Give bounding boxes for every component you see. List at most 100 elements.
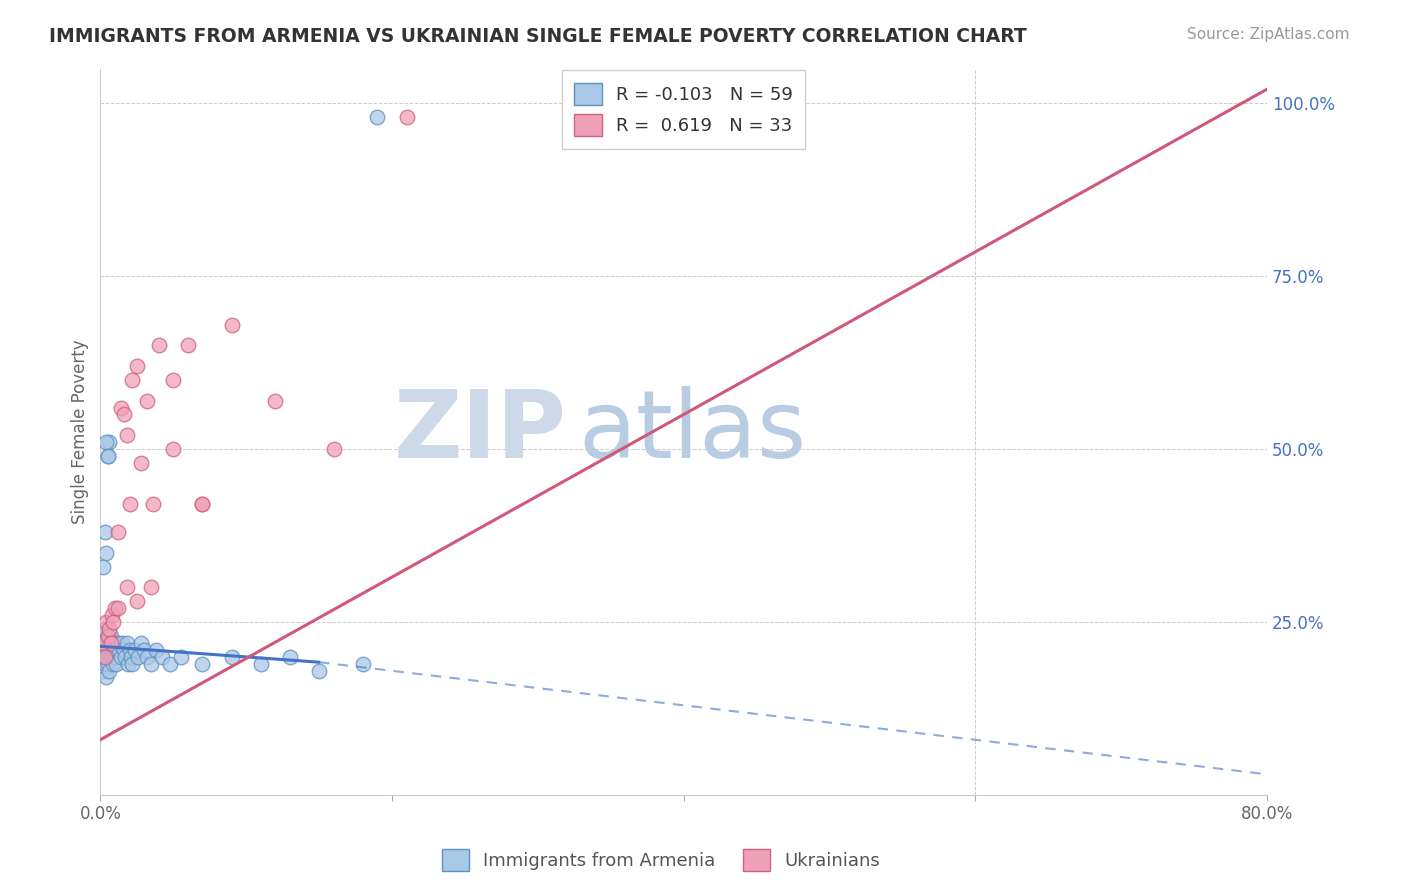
Point [112, 408, 135, 422]
Point [107, 525, 129, 540]
Point [249, 657, 271, 671]
Legend: R = -0.103   N = 59, R =  0.619   N = 33: R = -0.103 N = 59, R = 0.619 N = 33 [562, 70, 806, 149]
Point [98, 622, 121, 636]
Point [114, 649, 136, 664]
Point [90, 636, 112, 650]
Point [115, 636, 138, 650]
Point [93, 657, 115, 671]
Point [101, 608, 124, 623]
Point [98, 636, 121, 650]
Point [100, 629, 122, 643]
Point [105, 657, 128, 671]
Point [162, 373, 184, 387]
Point [96, 435, 118, 450]
Point [142, 498, 165, 512]
Point [124, 642, 146, 657]
Point [103, 657, 125, 671]
Point [100, 636, 122, 650]
Point [264, 393, 287, 408]
Point [322, 442, 344, 456]
Point [97, 642, 120, 657]
Point [118, 642, 141, 657]
Point [98, 664, 121, 678]
Point [96, 649, 118, 664]
Text: Source: ZipAtlas.com: Source: ZipAtlas.com [1187, 27, 1350, 42]
Point [93, 622, 115, 636]
Point [93, 636, 115, 650]
Point [191, 498, 214, 512]
Point [162, 442, 184, 456]
Point [115, 581, 138, 595]
Point [191, 498, 214, 512]
Point [221, 318, 243, 332]
Point [129, 636, 152, 650]
Point [96, 546, 118, 560]
Point [121, 657, 143, 671]
Point [104, 649, 127, 664]
Y-axis label: Single Female Poverty: Single Female Poverty [72, 340, 89, 524]
Point [97, 449, 120, 463]
Point [98, 435, 121, 450]
Point [352, 657, 374, 671]
Point [159, 657, 181, 671]
Point [110, 649, 132, 664]
Point [120, 649, 142, 664]
Point [91, 636, 114, 650]
Point [169, 649, 191, 664]
Point [110, 401, 132, 415]
Point [103, 615, 125, 629]
Point [96, 615, 118, 629]
Point [136, 393, 159, 408]
Point [125, 359, 148, 373]
Point [93, 525, 115, 540]
Point [97, 449, 120, 463]
Text: ZIP: ZIP [394, 386, 567, 478]
Point [108, 642, 131, 657]
Point [91, 629, 114, 643]
Point [96, 670, 118, 684]
Point [121, 373, 143, 387]
Point [90, 649, 112, 664]
Point [104, 636, 127, 650]
Point [177, 338, 200, 352]
Point [115, 428, 138, 442]
Point [103, 642, 125, 657]
Point [127, 649, 149, 664]
Point [98, 649, 121, 664]
Point [97, 629, 120, 643]
Point [141, 657, 163, 671]
Point [395, 110, 418, 124]
Point [145, 642, 167, 657]
Point [141, 581, 163, 595]
Point [91, 642, 114, 657]
Legend: Immigrants from Armenia, Ukrainians: Immigrants from Armenia, Ukrainians [434, 842, 887, 879]
Text: IMMIGRANTS FROM ARMENIA VS UKRAINIAN SINGLE FEMALE POVERTY CORRELATION CHART: IMMIGRANTS FROM ARMENIA VS UKRAINIAN SIN… [49, 27, 1026, 45]
Point [91, 559, 114, 574]
Point [105, 642, 128, 657]
Point [150, 649, 173, 664]
Point [97, 629, 120, 643]
Point [107, 636, 129, 650]
Point [100, 642, 122, 657]
Point [112, 642, 135, 657]
Point [96, 636, 118, 650]
Point [308, 664, 330, 678]
Point [97, 657, 120, 671]
Point [366, 110, 388, 124]
Point [148, 338, 170, 352]
Point [91, 664, 114, 678]
Point [101, 636, 124, 650]
Point [101, 649, 124, 664]
Point [93, 649, 115, 664]
Point [191, 657, 214, 671]
Point [125, 594, 148, 608]
Point [117, 657, 139, 671]
Point [221, 649, 243, 664]
Text: atlas: atlas [579, 386, 807, 478]
Point [129, 456, 152, 470]
Point [136, 649, 159, 664]
Point [118, 498, 141, 512]
Point [104, 601, 127, 615]
Point [278, 649, 301, 664]
Point [111, 636, 134, 650]
